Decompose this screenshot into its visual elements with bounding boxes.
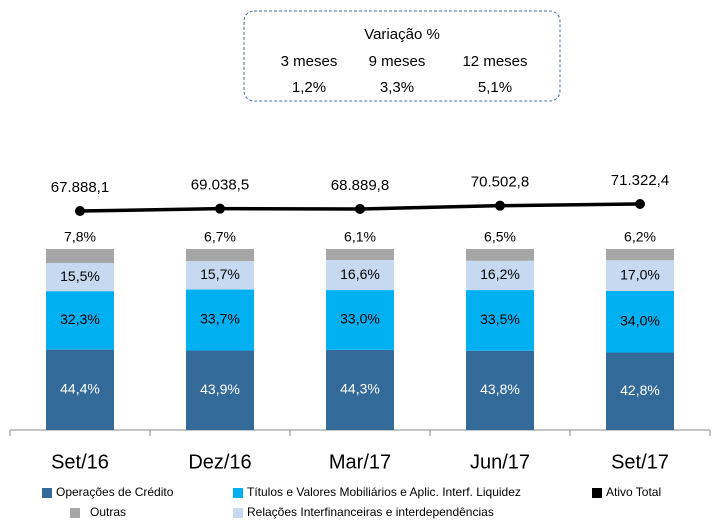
bar-segment	[46, 263, 114, 292]
bar-segment	[466, 290, 534, 351]
line-label: 71.322,4	[611, 172, 669, 189]
x-tick-label: Mar/17	[329, 451, 391, 473]
bar-label: 43,8%	[480, 381, 520, 397]
line-point	[215, 203, 225, 214]
bar-segment	[186, 289, 254, 351]
bar-label: 15,7%	[200, 266, 240, 282]
legend-label: Outras	[90, 505, 126, 519]
bar-segment	[46, 291, 114, 350]
legend-label: Ativo Total	[606, 485, 661, 499]
legend-label: Títulos e Valores Mobiliários e Aplic. I…	[247, 485, 521, 499]
legend-swatch	[233, 488, 243, 498]
line-point	[635, 199, 645, 209]
legend-label: Relações Interfinanceiras e interdependê…	[247, 505, 494, 519]
variation-value: 3,3%	[380, 79, 414, 96]
bar-label: 33,0%	[340, 311, 380, 327]
x-tick-label: Dez/16	[188, 451, 251, 473]
bar-label: 6,7%	[204, 229, 236, 245]
variation-value: 1,2%	[292, 79, 326, 96]
bar-segment	[46, 249, 114, 264]
bar-label: 33,5%	[480, 311, 520, 327]
bar-label: 42,8%	[620, 382, 660, 398]
bar-segment	[326, 260, 394, 291]
line-label: 68.889,8	[331, 177, 389, 194]
bar-segment	[606, 249, 674, 261]
bar-label: 6,1%	[344, 229, 376, 245]
bar-label: 34,0%	[620, 312, 660, 328]
legend-swatch	[592, 488, 602, 498]
bar-segment	[186, 350, 254, 430]
variation-period: 9 meses	[369, 53, 426, 70]
line-label: 69.038,5	[191, 177, 249, 194]
variation-period: 3 meses	[281, 53, 338, 70]
bar-segment	[606, 260, 674, 291]
line-label: 70.502,8	[471, 174, 529, 191]
bar-label: 17,0%	[620, 266, 660, 282]
bar-label: 32,3%	[60, 311, 100, 327]
bar-segment	[326, 290, 394, 350]
legend-swatch	[42, 488, 52, 498]
bar-segment	[326, 249, 394, 261]
bar-label: 15,5%	[60, 268, 100, 284]
variation-value: 5,1%	[478, 79, 512, 96]
bar-segment	[186, 261, 254, 290]
bar-label: 6,5%	[484, 229, 516, 245]
bar-label: 43,9%	[200, 381, 240, 397]
x-tick-label: Jun/17	[470, 451, 530, 473]
variation-period: 12 meses	[462, 53, 527, 70]
bar-segment	[46, 349, 114, 430]
bar-segment	[606, 352, 674, 430]
bar-segment	[326, 349, 394, 430]
bar-segment	[466, 260, 534, 291]
line-label: 67.888,1	[51, 179, 109, 196]
bar-segment	[186, 249, 254, 262]
bar-label: 44,3%	[340, 381, 380, 397]
bar-label: 16,2%	[480, 266, 520, 282]
bar-segment	[466, 350, 534, 430]
bar-label: 7,8%	[64, 229, 96, 245]
x-tick-label: Set/17	[611, 451, 669, 473]
legend-swatch	[233, 508, 243, 518]
line-point	[355, 203, 365, 214]
variation-box	[243, 10, 561, 102]
line-point	[75, 206, 85, 216]
bar-segment	[466, 249, 534, 261]
bar-label: 6,2%	[624, 229, 656, 245]
legend-swatch	[70, 508, 80, 518]
x-tick-label: Set/16	[51, 451, 109, 473]
legend-label: Operações de Crédito	[56, 485, 174, 499]
bar-label: 16,6%	[340, 266, 380, 282]
variation-title: Variação %	[364, 26, 440, 43]
bar-segment	[606, 290, 674, 353]
bar-label: 44,4%	[60, 381, 100, 397]
bar-label: 33,7%	[200, 311, 240, 327]
line-point	[495, 200, 505, 211]
